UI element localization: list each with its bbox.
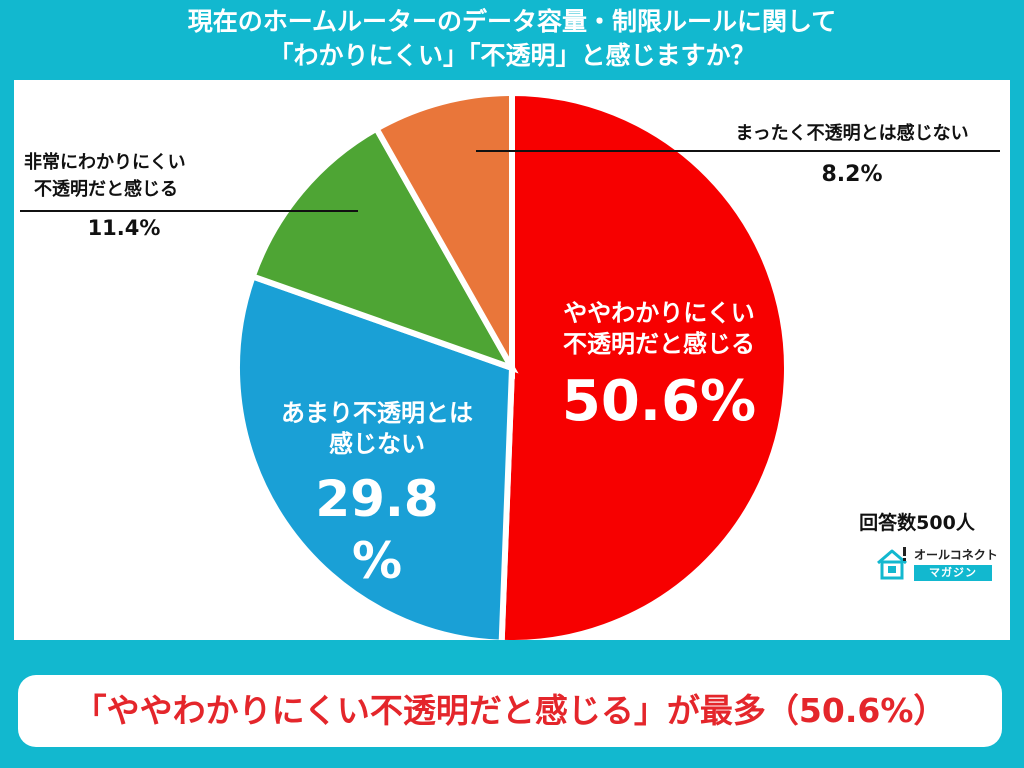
pie-slice-4 xyxy=(372,89,515,380)
summary-banner: 「ややわかりにくい不透明だと感じる」が最多（50.6%） xyxy=(18,675,1002,747)
slice-3-label-line-1: 非常にわかりにくい xyxy=(24,151,186,173)
slice-2-value-number: 29.8 xyxy=(315,470,438,528)
slice-1-value: 50.6% xyxy=(562,369,756,434)
slice-1-label-line-1: ややわかりにくい xyxy=(563,299,755,327)
slice-2-value-percent: % xyxy=(352,532,402,590)
brand-logo: オールコネクト マガジン xyxy=(874,545,998,585)
chart-title-line-1: 現在のホームルーターのデータ容量・制限ルールに関して xyxy=(187,7,837,36)
chart-title: 現在のホームルーターのデータ容量・制限ルールに関して 「わかりにくい」「不透明」… xyxy=(0,0,1024,80)
house-logo-icon xyxy=(877,547,907,580)
chart-panel: ややわかりにくい 不透明だと感じる 50.6% あまり不透明とは 感じない 29.8% 非常… xyxy=(14,80,1010,640)
logo-subtitle: マガジン xyxy=(914,565,992,581)
slice-1-label-line-2: 不透明だと感じる xyxy=(563,330,755,358)
pie-chart: ややわかりにくい不透明だと感じる50.6%あまり不透明とは感じない29.8%非常… xyxy=(20,89,1000,640)
slice-2-label-line-2: 感じない xyxy=(329,430,425,458)
slice-4-label: まったく不透明とは感じない xyxy=(735,122,968,144)
slice-2-label-line-1: あまり不透明とは xyxy=(281,399,473,427)
slice-3-value: 11.4% xyxy=(88,216,161,240)
pie-slice-3 xyxy=(248,124,519,374)
slice-4-value: 8.2% xyxy=(821,162,882,187)
chart-title-line-2: 「わかりにくい」「不透明」と感じますか？ xyxy=(268,41,756,70)
respondent-count: 回答数500人 xyxy=(859,512,975,534)
pie-slice-2 xyxy=(234,272,516,640)
slice-3-label-line-2: 不透明だと感じる xyxy=(34,178,178,200)
pie-slice-1 xyxy=(498,89,790,640)
summary-banner-text: 「ややわかりにくい不透明だと感じる」が最多（50.6%） xyxy=(73,691,947,730)
logo-name: オールコネクト xyxy=(914,548,998,562)
